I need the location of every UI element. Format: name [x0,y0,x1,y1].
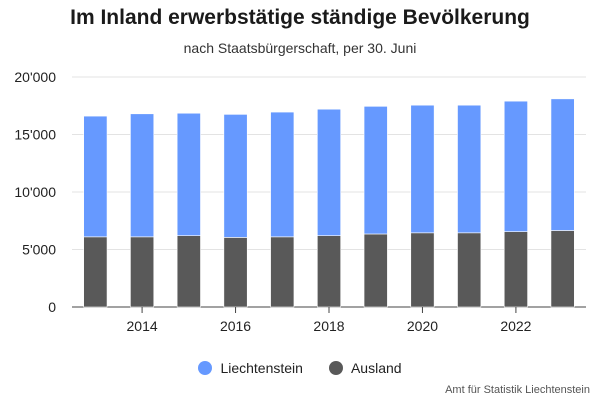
x-tick-label: 2016 [220,318,251,334]
x-tick-label: 2014 [127,318,158,334]
legend-item-ausland[interactable]: Ausland [328,360,402,376]
bar-ausland-2014 [130,236,155,308]
legend-label-ausland: Ausland [350,360,402,376]
legend-label-liechtenstein: Liechtenstein [220,360,303,376]
bar-ausland-2019 [363,233,388,308]
bar-ausland-2018 [317,235,341,308]
y-tick-label: 5'000 [22,242,56,258]
bar-ausland-2022 [503,231,528,308]
legend-swatch-ausland [328,361,343,375]
y-tick-label: 15'000 [14,127,56,143]
bar-ausland-2016 [223,237,248,308]
bar-liechtenstein-2016 [223,114,248,238]
x-tick-label: 2022 [500,318,531,334]
x-tick-label: 2020 [407,318,438,334]
y-tick-label: 20'000 [14,69,56,85]
bar-liechtenstein-2022 [503,100,528,232]
bar-liechtenstein-2021 [457,104,482,234]
bar-liechtenstein-2023 [550,98,575,231]
legend: Liechtenstein Ausland [0,360,600,376]
bar-ausland-2017 [270,236,295,308]
legend-swatch-liechtenstein [198,361,213,375]
bar-liechtenstein-2019 [363,106,388,235]
bar-ausland-2015 [176,235,201,308]
source-note: Amt für Statistik Liechtenstein [445,384,590,396]
x-tick-label: 2018 [313,318,344,334]
bar-liechtenstein-2017 [270,111,295,238]
bar-liechtenstein-2013 [83,115,108,238]
legend-item-liechtenstein[interactable]: Liechtenstein [198,360,303,376]
bar-liechtenstein-2020 [410,104,435,234]
bar-liechtenstein-2018 [317,108,341,236]
bar-ausland-2013 [83,236,108,308]
chart-title: Im Inland erwerbstätige ständige Bevölke… [70,6,530,29]
y-tick-label: 10'000 [14,184,56,200]
bar-ausland-2023 [550,230,575,308]
chart-subtitle: nach Staatsbürgerschaft, per 30. Juni [183,40,417,56]
bar-ausland-2020 [410,232,435,308]
bar-liechtenstein-2015 [176,112,201,236]
bar-liechtenstein-2014 [130,113,155,238]
y-tick-label: 0 [48,299,56,315]
bar-ausland-2021 [457,232,482,308]
